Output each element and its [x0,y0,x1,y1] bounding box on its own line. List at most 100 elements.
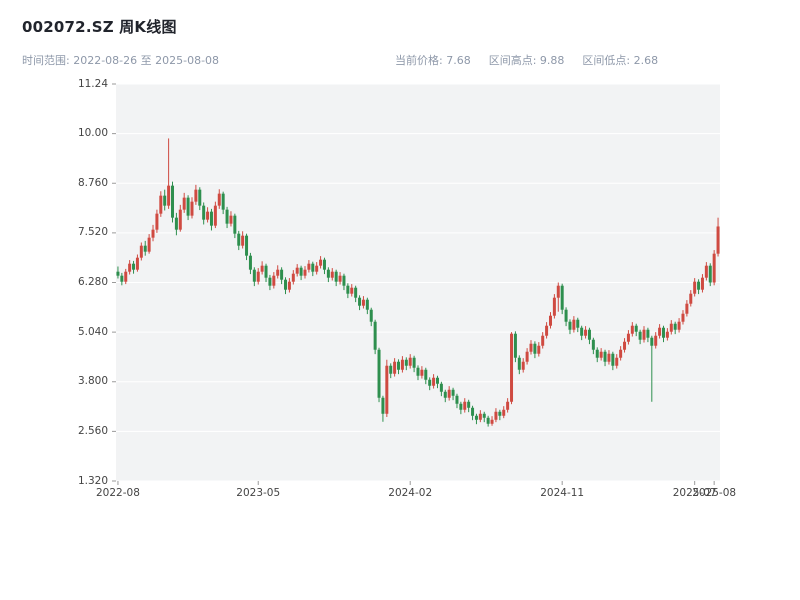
candle-body [704,265,708,278]
candle-body [638,331,642,340]
candle-body [510,333,514,402]
candle-body [650,337,654,346]
candle-body [537,345,541,354]
candle-body [576,319,580,328]
candle-body [560,285,564,310]
candle-body [389,365,393,374]
candle-body [334,271,338,282]
candle-body [412,357,416,368]
candle-body [564,309,568,322]
candle-body [209,211,213,226]
candle-body [256,271,260,282]
candle-body [330,271,334,278]
candle-body [147,237,151,252]
candle-body [151,229,155,238]
candle-body [533,343,537,354]
y-tick-label: 1.320 [77,474,108,487]
candle-body [665,331,669,338]
stats-row: 当前价格: 7.68 区间高点: 9.88 区间低点: 2.68 [395,52,658,68]
candle-body [186,197,190,216]
candle-body [303,269,307,276]
candle-body [513,333,517,358]
candle-body [120,275,124,282]
candle-body [451,389,455,396]
candle-body [287,281,291,290]
candle-body [603,351,607,362]
candle-body [217,193,221,206]
candle-body [716,226,720,254]
candle-body [556,285,560,298]
candle-body [276,269,280,276]
candle-body [439,383,443,392]
candle-body [478,413,482,420]
candle-body [490,419,494,424]
candle-body [225,209,229,224]
candle-body [615,357,619,366]
candle-body [163,195,167,206]
candle-body [128,263,132,272]
candle-body [295,267,299,274]
candle-body [619,349,623,358]
candle-body [552,297,556,316]
candle-body [408,357,412,366]
candle-body [494,411,498,420]
candle-body [272,275,276,286]
candle-body [463,401,467,410]
x-tick-label: 2022-08 [96,487,140,499]
candle-body [171,185,175,218]
candle-body [689,293,693,304]
candle-body [697,281,701,290]
candle-body [241,235,245,246]
candle-body [198,189,202,206]
candle-body [443,391,447,398]
candle-body [299,267,303,276]
candle-body [467,401,471,408]
candle-body [447,389,451,398]
x-tick-label: 2025-08 [692,487,737,499]
candle-body [194,189,198,202]
candle-body [135,257,139,270]
candle-body [350,287,354,294]
candle-body [502,409,506,416]
candle-body [252,269,256,282]
candle-body [307,263,311,270]
candle-body [548,315,552,326]
candle-body [311,263,315,272]
candle-body [190,201,194,216]
candle-body [428,379,432,386]
range-high-label: 区间高点: 9.88 [488,54,565,67]
candle-body [229,215,233,224]
candle-body [213,205,217,226]
candle-body [661,327,665,338]
candle-body [280,269,284,280]
candle-body [580,327,584,336]
candle-body [420,369,424,376]
candle-body [155,213,159,230]
candle-body [284,279,288,290]
candle-body [677,321,681,330]
y-tick-label: 10.00 [77,127,108,140]
candle-body [338,275,342,282]
candle-body [385,365,389,414]
candle-body [654,335,658,346]
candle-body [607,353,611,362]
candle-body [400,359,404,370]
candle-body [397,361,401,370]
candle-body [630,325,634,334]
candle-body [623,341,627,350]
candle-body [132,263,136,270]
candle-body [237,233,241,246]
candle-body [681,313,685,322]
candle-body [498,411,502,416]
candle-body [319,259,323,266]
candle-body [459,403,463,410]
candle-body [685,303,689,314]
candle-body [669,323,673,332]
x-tick-label: 2024-02 [388,487,433,499]
x-tick-label: 2023-05 [236,487,281,499]
candle-body [541,335,545,346]
time-range-label: 时间范围: 2022-08-26 至 2025-08-08 [22,54,220,67]
candle-body [373,321,377,350]
y-tick-label: 2.560 [77,424,108,437]
candle-body [322,259,326,270]
